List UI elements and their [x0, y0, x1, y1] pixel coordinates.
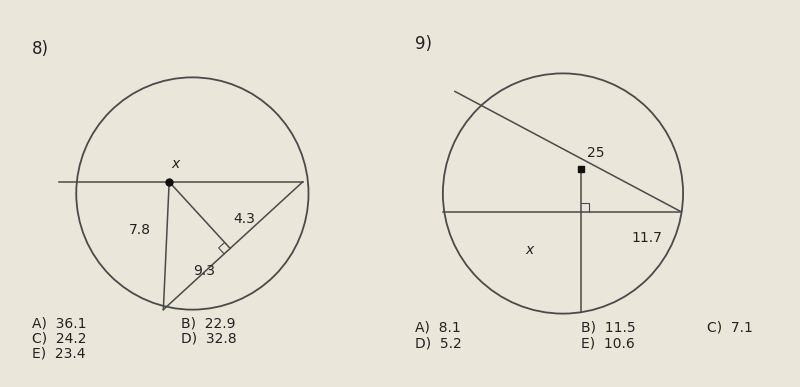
- Text: 8): 8): [32, 40, 49, 58]
- Text: B)  11.5: B) 11.5: [581, 320, 636, 335]
- Text: x: x: [526, 243, 534, 257]
- Text: A)  36.1: A) 36.1: [32, 316, 86, 330]
- Text: A)  8.1: A) 8.1: [415, 320, 461, 335]
- Text: E)  23.4: E) 23.4: [32, 346, 86, 360]
- Text: 4.3: 4.3: [234, 212, 255, 226]
- Text: E)  10.6: E) 10.6: [581, 336, 634, 350]
- Text: C)  7.1: C) 7.1: [707, 320, 753, 335]
- Text: 7.8: 7.8: [129, 223, 151, 237]
- Text: x: x: [171, 157, 180, 171]
- Text: 9): 9): [415, 35, 432, 53]
- Text: D)  5.2: D) 5.2: [415, 336, 462, 350]
- Text: 9.3: 9.3: [193, 264, 215, 278]
- Text: B)  22.9: B) 22.9: [181, 316, 235, 330]
- Text: 25: 25: [587, 146, 605, 161]
- Text: 11.7: 11.7: [632, 231, 662, 245]
- Text: C)  24.2: C) 24.2: [32, 331, 86, 345]
- Text: D)  32.8: D) 32.8: [181, 331, 236, 345]
